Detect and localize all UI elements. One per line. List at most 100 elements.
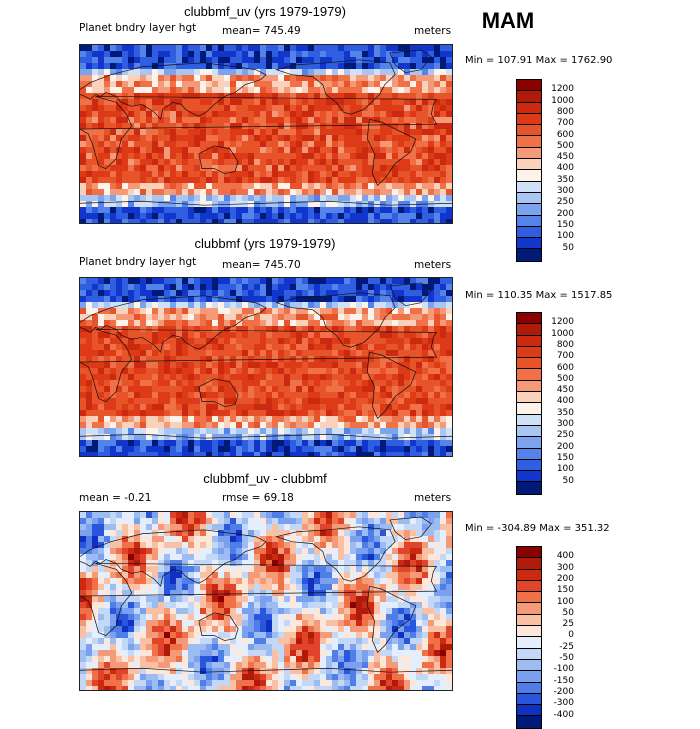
colorbar-swatch [517,716,541,727]
colorbar-swatch [517,148,541,159]
colorbar-swatch [517,403,541,414]
colorbar-swatch [517,91,541,102]
colorbar-swatch [517,547,541,558]
panel-variable-label: Planet bndry layer hgt [79,256,196,268]
panel-title: clubbmf_uv (yrs 1979-1979) [80,4,450,19]
colorbar-swatch [517,683,541,694]
colorbar-swatch [517,182,541,193]
colorbar-tick-label: 700 [546,118,574,128]
map-field [80,45,452,223]
colorbar-tick-label: -50 [546,653,574,663]
panel-mean-label: mean= 745.70 [222,259,301,271]
colorbar-swatch [517,170,541,181]
colorbar-tick-label: 150 [546,585,574,595]
colorbar-swatch [517,193,541,204]
panel-units-label: meters [414,259,451,271]
colorbar-swatch [517,426,541,437]
colorbar-swatch [517,103,541,114]
colorbar-swatch [517,114,541,125]
colorbar-tick-label: 400 [546,163,574,173]
colorbar-tick-label: 1000 [546,96,574,106]
panel-units-label: meters [414,492,451,504]
colorbar-tick-label: 50 [546,608,574,618]
panel-title: clubbmf_uv - clubbmf [80,471,450,486]
colorbar-swatch [517,415,541,426]
colorbar-swatch [517,392,541,403]
colorbar-swatch [517,581,541,592]
colorbar-swatch [517,313,541,324]
colorbar-swatch [517,80,541,91]
colorbar-swatch [517,216,541,227]
panel-variable-label: Planet bndry layer hgt [79,22,196,34]
colorbar-tick-label: -25 [546,642,574,652]
colorbar-tick-label: 200 [546,209,574,219]
colorbar-tick-label: 600 [546,363,574,373]
colorbar-tick-label: 400 [546,396,574,406]
colorbar-tick-label: 1200 [546,84,574,94]
colorbar-swatch [517,136,541,147]
colorbar-tick-label: 500 [546,141,574,151]
panel-title: clubbmf (yrs 1979-1979) [80,236,450,251]
colorbar-tick-label: 250 [546,430,574,440]
colorbar-tick-label: 800 [546,340,574,350]
colorbar-tick-label: -400 [546,710,574,720]
colorbar-swatch [517,159,541,170]
colorbar-tick-label: 300 [546,419,574,429]
colorbar-swatch [517,324,541,335]
panel-units-label: meters [414,25,451,37]
colorbar-swatch [517,603,541,614]
colorbar-tick-label: 200 [546,574,574,584]
panel-rmse-label: rmse = 69.18 [222,492,294,504]
panel-minmax: Min = 110.35 Max = 1517.85 [465,290,612,301]
colorbar-tick-label: 450 [546,152,574,162]
panel-bottom: clubbmf_uv - clubbmf mean = -0.21 rmse =… [0,468,700,700]
panel-middle: clubbmf (yrs 1979-1979) Planet bndry lay… [0,234,700,466]
colorbar-swatch [517,671,541,682]
colorbar-tick-label: 0 [546,630,574,640]
colorbar-tick-label: 1200 [546,317,574,327]
colorbar-tick-label: 600 [546,130,574,140]
colorbar-tick-label: 100 [546,597,574,607]
colorbar-tick-label: 200 [546,442,574,452]
panel-mean-label: mean= 745.49 [222,25,301,37]
colorbar-swatch [517,369,541,380]
colorbar-swatch [517,125,541,136]
colorbar-tick-label: 300 [546,186,574,196]
colorbar-swatch [517,336,541,347]
colorbar-swatch [517,347,541,358]
colorbar-swatch [517,660,541,671]
colorbar-swatch [517,437,541,448]
panel-minmax: Min = -304.89 Max = 351.32 [465,523,610,534]
colorbar-tick-label: -100 [546,664,574,674]
colorbar-swatch [517,592,541,603]
colorbar-swatch [517,449,541,460]
map-plot [79,44,453,224]
panel-top: clubbmf_uv (yrs 1979-1979) Planet bndry … [0,0,700,232]
colorbar-swatch [517,626,541,637]
colorbar-swatch [517,570,541,581]
colorbar-tick-label: 250 [546,197,574,207]
colorbar-tick-label: 350 [546,175,574,185]
colorbar-swatch [517,204,541,215]
colorbar-swatch [517,637,541,648]
panel-mean-label: mean = -0.21 [79,492,151,504]
map-plot [79,511,453,691]
colorbar-tick-label: 450 [546,385,574,395]
map-field [80,278,452,456]
colorbar-tick-label: 300 [546,563,574,573]
colorbar-tick-label: 800 [546,107,574,117]
colorbar-tick-label: 350 [546,408,574,418]
colorbar-tick-label: 400 [546,551,574,561]
map-plot [79,277,453,457]
colorbar-swatch [517,558,541,569]
map-field [80,512,452,690]
colorbar-tick-label: 150 [546,453,574,463]
colorbar-swatch [517,615,541,626]
colorbar-tick-label: 25 [546,619,574,629]
colorbar-tick-label: 500 [546,374,574,384]
colorbar-swatch [517,649,541,660]
colorbar-swatch [517,381,541,392]
colorbar-tick-label: 1000 [546,329,574,339]
colorbar-tick-label: -200 [546,687,574,697]
colorbar-tick-label: 150 [546,220,574,230]
